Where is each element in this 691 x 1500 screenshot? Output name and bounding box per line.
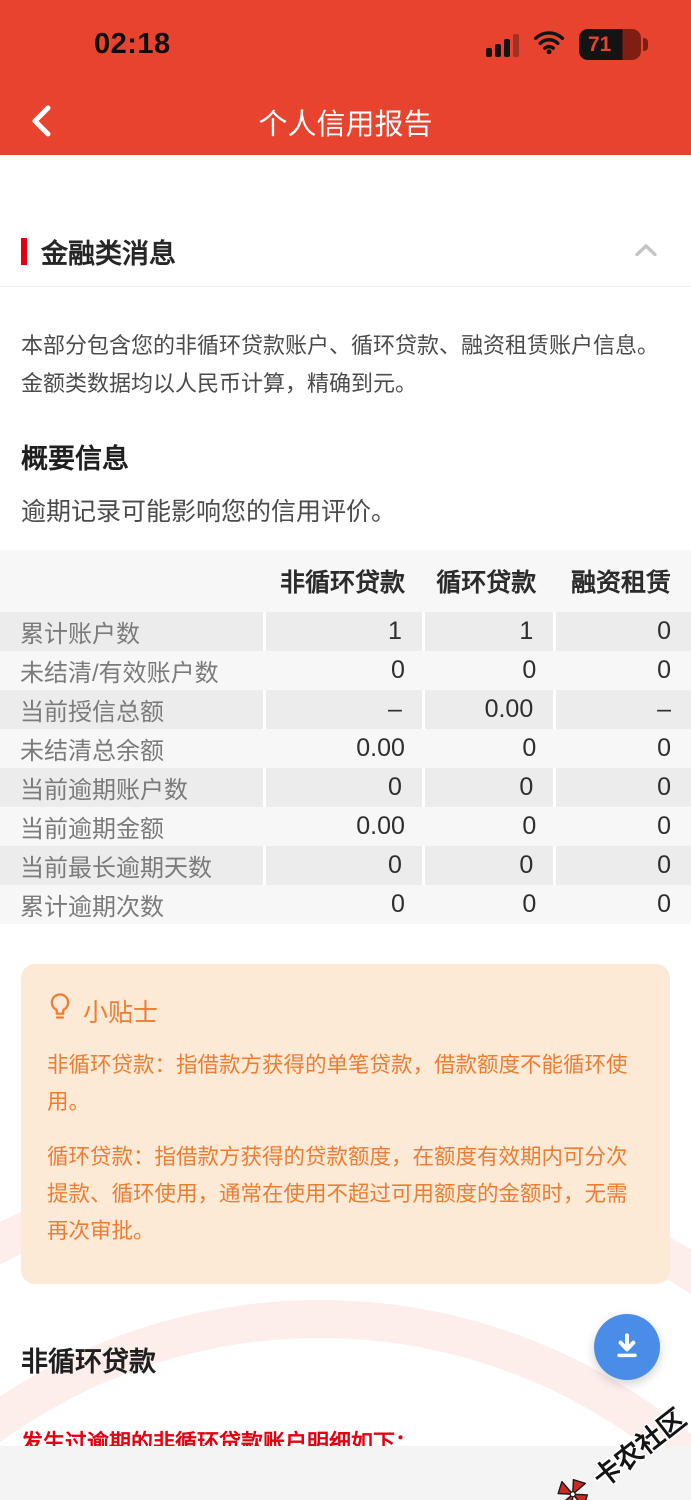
row-value: 0 [391, 656, 405, 684]
battery-percent: 71 [588, 33, 612, 56]
row-value: 0 [657, 812, 671, 840]
table-row: 累计账户数 1 1 0 [0, 612, 691, 651]
column-header: 循环贷款 [436, 569, 537, 597]
overview-heading: 概要信息 [21, 444, 129, 474]
status-icons: 71 [486, 29, 648, 60]
row-value: 0.00 [356, 734, 405, 762]
row-value: 0 [266, 768, 425, 807]
column-header: 非循环贷款 [279, 569, 405, 597]
lightbulb-icon [47, 992, 73, 1029]
chevron-left-icon [28, 105, 54, 141]
tip-line: 循环贷款：指借款方获得的贷款额度，在额度有效期内可分次提款、循环使用，通常在使用… [47, 1145, 628, 1243]
row-label: 累计账户数 [0, 612, 267, 651]
row-value: – [266, 690, 425, 729]
section-title: 金融类消息 [41, 239, 176, 269]
row-value: – [556, 690, 691, 729]
row-label: 当前授信总额 [0, 690, 267, 729]
battery-icon: 71 [579, 29, 648, 60]
row-value: 0 [522, 734, 537, 762]
table-row: 累计逾期次数 0 0 0 [0, 885, 691, 924]
row-value: 0.00 [424, 690, 557, 729]
tip-line: 非循环贷款：指借款方获得的单笔贷款，借款额度不能循环使用。 [47, 1053, 628, 1114]
row-label: 未结清/有效账户数 [20, 660, 219, 687]
cellular-signal-icon [486, 33, 519, 57]
download-report-button[interactable] [594, 1314, 660, 1380]
row-value: 0 [522, 812, 537, 840]
chevron-up-icon [634, 244, 658, 260]
row-value: 0.00 [356, 812, 405, 840]
report-content: 金融类消息 本部分包含您的非循环贷款账户、循环贷款、融资租赁账户信息。金额类数据… [0, 232, 691, 1500]
table-row: 未结清/有效账户数 0 0 0 [0, 651, 691, 690]
row-label: 当前逾期账户数 [0, 768, 267, 807]
row-value: 0 [522, 890, 537, 918]
download-icon [611, 1330, 643, 1365]
section-header-financial: 金融类消息 [0, 232, 691, 287]
loans-section-heading: 非循环贷款 [21, 1347, 156, 1377]
row-label: 当前最长逾期天数 [0, 846, 267, 885]
table-row: 当前逾期金额 0.00 0 0 [0, 807, 691, 846]
column-header: 融资租赁 [570, 569, 671, 597]
row-value: 0 [556, 846, 691, 885]
summary-table: 非循环贷款 循环贷款 融资租赁 累计账户数 1 1 0 未结清/有效账户数 0 0 0 当前授信… [0, 550, 691, 924]
table-row: 当前授信总额 –0.00– [0, 690, 691, 729]
summary-table-body: 累计账户数 1 1 0 未结清/有效账户数 0 0 0 当前授信总额 –0.00– 未结清总余额 0.… [0, 612, 691, 924]
community-watermark: 卡农社区 [546, 1396, 691, 1500]
row-value: 0 [657, 656, 671, 684]
row-label: 当前逾期金额 [20, 816, 164, 843]
status-time: 02:18 [94, 28, 171, 60]
section-intro-text: 本部分包含您的非循环贷款账户、循环贷款、融资租赁账户信息。金额类数据均以人民币计… [21, 333, 660, 396]
row-label: 累计逾期次数 [20, 894, 164, 921]
pinwheel-icon [546, 1468, 602, 1500]
row-value: 0 [556, 768, 691, 807]
row-value: 0 [424, 846, 557, 885]
row-value: 0 [556, 612, 691, 651]
wifi-icon [533, 30, 565, 59]
table-row: 当前最长逾期天数 0 0 0 [0, 846, 691, 885]
section-accent-bar [21, 238, 27, 265]
summary-table-header: 非循环贷款 循环贷款 融资租赁 [0, 550, 691, 612]
page-title: 个人信用报告 [258, 108, 433, 141]
row-value: 0 [657, 734, 671, 762]
row-value: 1 [424, 612, 557, 651]
row-label: 未结清总余额 [20, 738, 164, 765]
tip-box: 小贴士 非循环贷款：指借款方获得的单笔贷款，借款额度不能循环使用。 循环贷款：指… [21, 964, 670, 1284]
row-value: 0 [266, 846, 425, 885]
row-value: 0 [522, 656, 537, 684]
back-button[interactable] [24, 100, 58, 145]
collapse-section-button[interactable] [630, 239, 662, 264]
table-row: 当前逾期账户数 0 0 0 [0, 768, 691, 807]
app-header: 02:18 71 [0, 0, 691, 155]
row-value: 0 [657, 890, 671, 918]
status-bar: 02:18 71 [0, 28, 691, 61]
row-value: 0 [424, 768, 557, 807]
tip-title: 小贴士 [83, 998, 159, 1027]
table-row: 未结清总余额 0.00 0 0 [0, 729, 691, 768]
row-value: 0 [391, 890, 405, 918]
row-value: 1 [266, 612, 425, 651]
nav-bar: 个人信用报告 [0, 88, 691, 155]
overview-note: 逾期记录可能影响您的信用评价。 [21, 498, 397, 526]
